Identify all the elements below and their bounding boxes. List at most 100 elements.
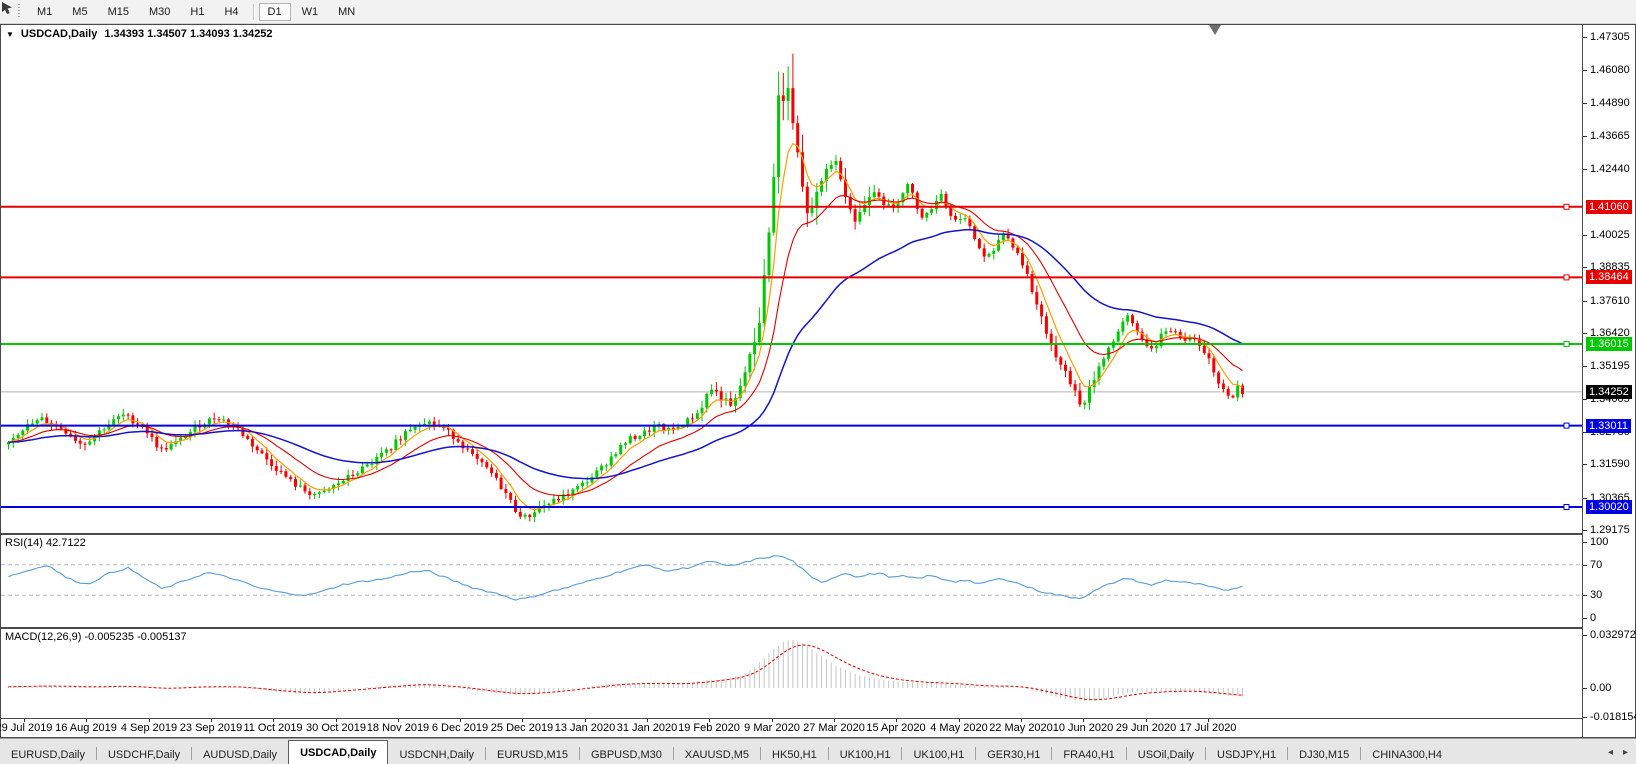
tab-separator xyxy=(578,747,580,760)
rsi-canvas[interactable] xyxy=(1,535,1582,627)
chart-tabs-bar: EURUSD,Daily USDCHF,Daily AUDUSD,Daily USDC… xyxy=(0,738,1636,764)
axis-tick xyxy=(1583,366,1587,367)
chart-tab-usdchf-daily[interactable]: USDCHF,Daily xyxy=(107,748,181,761)
axis-tick xyxy=(1583,498,1587,499)
timeframe-button-m30[interactable]: M30 xyxy=(148,5,171,18)
timeframe-group: M1 M5 M15 M30 H1 H4 D1 W1 MN xyxy=(27,2,365,21)
timeframe-button-mn[interactable]: MN xyxy=(338,5,356,18)
chart-tab-usdcnh-daily[interactable]: USDCNH,Daily xyxy=(399,748,475,761)
axis-tick xyxy=(1583,169,1587,170)
axis-tick-label: 1.29175 xyxy=(1590,524,1630,536)
time-axis-tick xyxy=(585,719,586,722)
cursor-tool-icon xyxy=(2,2,12,14)
hline-price-label: 1.36015 xyxy=(1586,337,1632,351)
axis-tick-label: 1.43665 xyxy=(1590,130,1630,142)
panel-separator[interactable] xyxy=(1,627,1635,629)
time-axis-label: 31 Jan 2020 xyxy=(616,722,678,734)
chart-tab-fra40-h1[interactable]: FRA40,H1 xyxy=(1063,748,1115,761)
timeframe-button-d1[interactable]: D1 xyxy=(258,2,291,21)
time-axis-line xyxy=(1,718,1635,719)
hline-price-label: 1.30020 xyxy=(1586,500,1632,514)
time-axis-label: 17 Jul 2020 xyxy=(1179,722,1237,734)
axis-tick xyxy=(1583,717,1587,718)
axis-tick-label: 30 xyxy=(1590,589,1603,601)
current-price-label: 1.34252 xyxy=(1586,385,1632,399)
axis-tick xyxy=(1583,37,1587,38)
axis-tick-label: -0.018154 xyxy=(1590,711,1636,723)
chart-tab-uk100-h1[interactable]: UK100,H1 xyxy=(913,748,965,761)
timeframe-button-m1[interactable]: M1 xyxy=(37,5,53,18)
axis-tick xyxy=(1583,333,1587,334)
time-axis-label: 23 Sep 2019 xyxy=(179,722,243,734)
macd-canvas[interactable] xyxy=(1,629,1582,718)
axis-tick xyxy=(1583,635,1587,636)
time-axis-tick xyxy=(1021,719,1022,722)
chart-tabs: EURUSD,Daily USDCHF,Daily AUDUSD,Daily USDC… xyxy=(0,739,1453,764)
time-axis-label: 29 Jun 2020 xyxy=(1115,722,1177,734)
time-axis-tick xyxy=(24,719,25,722)
tab-scroll-arrows: ◂ ▸ xyxy=(1608,739,1628,764)
price-chart-canvas[interactable] xyxy=(1,25,1582,533)
time-axis-label: 4 May 2020 xyxy=(930,722,988,734)
tab-scroll-left-icon[interactable]: ◂ xyxy=(1607,746,1613,758)
time-axis-tick xyxy=(647,719,648,722)
chart-tab-xauusd-m5[interactable]: XAUUSD,M5 xyxy=(684,748,750,761)
toolbar-separator xyxy=(252,3,254,20)
chart-tab-hk50-h1[interactable]: HK50,H1 xyxy=(772,748,817,761)
chart-tab-eurusd-daily[interactable]: EURUSD,Daily xyxy=(11,748,85,761)
time-axis-label: 29 Jul 2019 xyxy=(0,722,53,734)
timeframe-button-m5[interactable]: M5 xyxy=(72,5,88,18)
time-axis-tick xyxy=(834,719,835,722)
axis-tick xyxy=(1583,103,1587,104)
price-axis[interactable]: 1.47305 1.46080 1.44890 1.43665 1.42440 1.400… xyxy=(1582,25,1636,737)
chart-collapse-icon[interactable]: ▼ xyxy=(6,29,14,39)
timeframe-button-h4[interactable]: H4 xyxy=(224,5,239,18)
axis-tick xyxy=(1583,301,1587,302)
time-axis-label: 25 Dec 2019 xyxy=(490,722,554,734)
timeframe-button-h1[interactable]: H1 xyxy=(190,5,205,18)
chart-tab-china300-h4[interactable]: CHINA300,H4 xyxy=(1372,748,1442,761)
tab-separator xyxy=(901,747,903,760)
cursor-tool-button[interactable]: ▾ xyxy=(0,2,12,22)
axis-tick-label: 1.42440 xyxy=(1590,163,1630,175)
chart-tab-usdjpy-h1[interactable]: USDJPY,H1 xyxy=(1217,748,1277,761)
axis-tick-label: 1.40025 xyxy=(1590,229,1630,241)
hline-price-label: 1.33011 xyxy=(1586,419,1631,433)
chart-tab-usoil-daily[interactable]: USOil,Daily xyxy=(1137,748,1195,761)
axis-tick-label: 0.032972 xyxy=(1590,629,1636,641)
chart-symbol-label: USDCAD,Daily xyxy=(20,28,98,40)
tab-scroll-right-icon[interactable]: ▸ xyxy=(1622,746,1628,758)
chart-tab-gbpusd-m30[interactable]: GBPUSD,M30 xyxy=(590,748,662,761)
rsi-panel[interactable]: RSI(14) 42.7122 xyxy=(1,535,1582,627)
axis-tick-label: 1.46080 xyxy=(1590,64,1630,76)
chart-tab-eurusd-m15[interactable]: EURUSD,M15 xyxy=(497,748,568,761)
time-axis-label: 6 Dec 2019 xyxy=(431,722,489,734)
time-axis-tick xyxy=(896,719,897,722)
price-panel[interactable]: ▼ USDCAD,Daily 1.34393 1.34507 1.34093 1… xyxy=(1,25,1582,533)
axis-tick-label: 1.35195 xyxy=(1590,360,1630,372)
timeframe-button-m15[interactable]: M15 xyxy=(107,5,129,18)
time-axis[interactable]: 29 Jul 2019 16 Aug 2019 4 Sep 2019 23 Sep 2… xyxy=(0,719,1582,737)
hline-price-label: 1.38464 xyxy=(1586,270,1632,284)
macd-panel[interactable]: MACD(12,26,9) -0.005235 -0.005137 xyxy=(1,629,1582,718)
toolbar: ▾ M1 M5 M15 M30 H1 H4 D1 W1 MN xyxy=(0,0,1636,24)
axis-tick-label: 1.31590 xyxy=(1590,458,1630,470)
chart-ohlc-values: 1.34393 1.34507 1.34093 1.34252 xyxy=(104,28,273,40)
time-axis-tick xyxy=(460,719,461,722)
chart-tab-audusd-daily[interactable]: AUDUSD,Daily xyxy=(203,748,278,761)
chart-tab-ger30-h1[interactable]: GER30,H1 xyxy=(987,748,1041,761)
axis-tick xyxy=(1583,595,1587,596)
time-axis-label: 9 Mar 2020 xyxy=(744,722,800,734)
time-axis-tick xyxy=(959,719,960,722)
axis-tick xyxy=(1583,70,1587,71)
timeframe-button-w1[interactable]: W1 xyxy=(301,5,319,18)
chart-tab-usdcad-daily[interactable]: USDCAD,Daily xyxy=(288,740,389,764)
chart-tab-uk100-h1[interactable]: UK100,H1 xyxy=(839,748,891,761)
toolbar-grip[interactable] xyxy=(17,4,23,19)
time-axis-tick xyxy=(1208,719,1209,722)
time-axis-tick xyxy=(149,719,150,722)
chart-title: ▼ USDCAD,Daily 1.34393 1.34507 1.34093 1… xyxy=(6,28,273,40)
panel-separator[interactable] xyxy=(1,533,1635,535)
chart-tab-dj30-m15[interactable]: DJ30,M15 xyxy=(1299,748,1350,761)
axis-tick xyxy=(1583,235,1587,236)
